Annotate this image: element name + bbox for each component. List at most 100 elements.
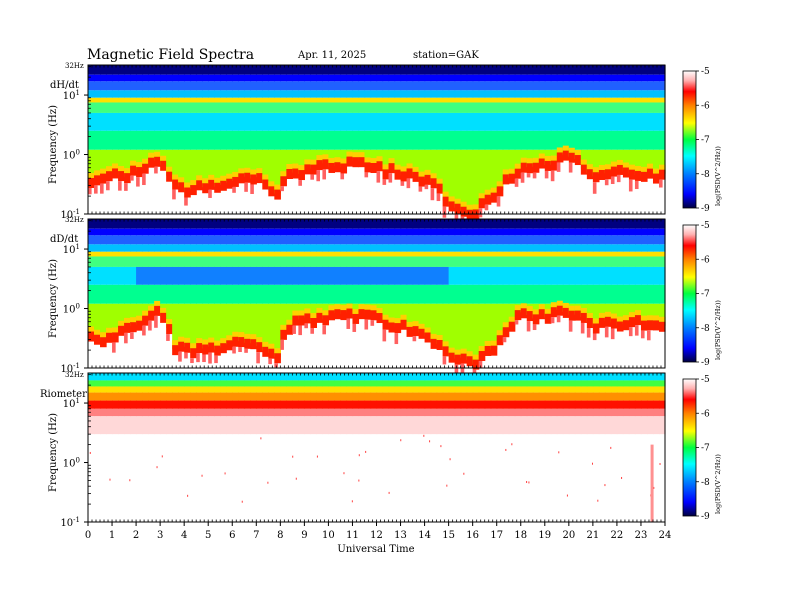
spectrum-cell bbox=[202, 284, 209, 304]
spectrum-cell bbox=[112, 90, 119, 98]
spectrum-cell bbox=[208, 386, 215, 393]
spectrum-cell bbox=[604, 65, 612, 75]
spectrum-cell bbox=[298, 235, 305, 245]
spectrum-cell bbox=[220, 175, 227, 181]
spectrum-cell bbox=[514, 320, 519, 325]
spectrum-cell bbox=[622, 408, 630, 417]
spectrum-cell bbox=[88, 74, 95, 82]
spectrum-cell bbox=[460, 348, 468, 354]
spectrum-cell bbox=[508, 97, 516, 103]
spectrum-cell bbox=[346, 416, 354, 435]
spectrum-cell bbox=[322, 386, 330, 393]
spectrum-cell bbox=[208, 303, 215, 347]
spectrum-cell bbox=[226, 102, 233, 113]
spectrum-cell bbox=[172, 416, 179, 435]
spectrum-cell bbox=[616, 74, 624, 82]
spectrum-cell bbox=[634, 74, 642, 82]
spectrum-cell bbox=[202, 416, 209, 435]
spectrum-cell bbox=[574, 251, 582, 257]
spectrum-cell bbox=[568, 74, 576, 82]
spectrum-cell bbox=[208, 400, 215, 409]
spectrum-cell bbox=[496, 235, 504, 245]
spectrum-cell bbox=[634, 284, 642, 304]
spectrum-cell bbox=[160, 74, 167, 82]
spectrum-cell bbox=[286, 81, 293, 91]
spectrum-cell bbox=[322, 416, 330, 435]
spectrum-cell bbox=[196, 175, 203, 181]
spectrum-cell bbox=[172, 266, 179, 285]
spectrum-cell bbox=[400, 439, 402, 442]
spectrum-cell bbox=[520, 373, 528, 381]
spectrum-cell bbox=[136, 408, 143, 417]
spectrum-cell bbox=[412, 74, 420, 82]
spectrum-cell bbox=[214, 345, 221, 356]
spectrum-cell bbox=[274, 266, 281, 285]
spectrum-cell bbox=[586, 219, 594, 229]
spectrum-cell bbox=[610, 228, 618, 236]
spectrum-cell bbox=[100, 112, 107, 131]
spectrum-cell bbox=[508, 321, 516, 332]
spectrum-cell bbox=[616, 149, 624, 169]
y-tick-base: 10 bbox=[63, 245, 76, 256]
spectrum-cell bbox=[100, 251, 107, 257]
spectrum-cell bbox=[256, 81, 263, 91]
spectrum-cell bbox=[148, 320, 152, 331]
spectrum-cell bbox=[478, 346, 486, 352]
spectrum-cell bbox=[484, 81, 492, 91]
spectrum-cell bbox=[454, 408, 462, 417]
spectrum-cell bbox=[436, 149, 444, 188]
spectrum-cell bbox=[328, 90, 336, 98]
spectrum-cell bbox=[136, 373, 143, 381]
spectrum-cell bbox=[442, 346, 450, 357]
spectrum-cell bbox=[334, 112, 342, 131]
spectrum-cell bbox=[568, 90, 576, 98]
spectrum-cell bbox=[142, 256, 149, 267]
spectrum-cell bbox=[532, 400, 540, 409]
spectrum-cell bbox=[496, 81, 504, 91]
spectrum-cell bbox=[634, 373, 642, 381]
spectrum-cell bbox=[592, 219, 600, 229]
top-freq-label: 32Hz bbox=[65, 216, 84, 224]
spectrum-cell bbox=[652, 400, 660, 409]
spectrum-cell bbox=[478, 380, 486, 387]
spectrum-cell bbox=[244, 408, 251, 417]
spectrum-cell bbox=[256, 235, 263, 245]
spectrum-cell bbox=[442, 81, 450, 91]
spectrum-cell bbox=[610, 235, 618, 245]
spectrum-cell bbox=[274, 363, 278, 368]
spectrum-cell bbox=[406, 400, 414, 409]
spectrum-cell bbox=[610, 266, 618, 285]
spectrum-cell bbox=[154, 90, 161, 98]
spectrum-cell bbox=[628, 97, 636, 103]
spectrum-cell bbox=[190, 235, 197, 245]
spectrum-cell bbox=[472, 416, 480, 435]
spectrum-cell bbox=[304, 130, 311, 150]
spectrum-cell bbox=[442, 149, 450, 201]
spectrum-cell bbox=[592, 74, 600, 82]
spectrum-cell bbox=[334, 228, 342, 236]
spectrum-cell bbox=[136, 235, 143, 245]
spectrum-cell bbox=[328, 386, 336, 393]
spectrum-cell bbox=[556, 147, 564, 153]
x-tick-label: 24 bbox=[659, 530, 672, 541]
spectrum-cell bbox=[286, 400, 293, 409]
spectrum-cell bbox=[310, 380, 317, 387]
spectrum-cell bbox=[250, 251, 257, 257]
spectrum-cell bbox=[226, 284, 233, 304]
colorbar bbox=[683, 379, 696, 516]
spectrum-cell bbox=[598, 392, 606, 401]
spectrum-cell bbox=[514, 219, 522, 229]
spectrum-cell bbox=[136, 244, 143, 252]
spectrum-cell bbox=[598, 373, 606, 381]
spectrum-cell bbox=[382, 266, 390, 285]
spectrum-cell bbox=[634, 408, 642, 417]
spectrum-cell bbox=[94, 228, 101, 236]
spectrum-cell bbox=[310, 392, 317, 401]
spectrum-cell bbox=[166, 319, 173, 325]
spectrum-cell bbox=[196, 112, 203, 131]
spectrum-cell bbox=[268, 400, 275, 409]
spectrum-cell bbox=[316, 81, 324, 91]
spectrum-cell bbox=[466, 74, 474, 82]
spectrum-cell bbox=[118, 392, 125, 401]
spectrum-cell bbox=[190, 256, 197, 267]
